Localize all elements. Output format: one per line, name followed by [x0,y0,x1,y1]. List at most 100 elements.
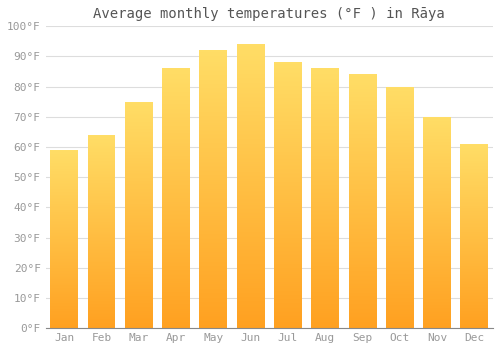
Bar [162,258,190,259]
Bar [162,167,190,168]
Bar [88,272,116,273]
Bar [348,77,376,78]
Bar [162,102,190,104]
Bar [88,251,116,252]
Bar [423,300,451,301]
Bar [88,205,116,206]
Bar [312,77,339,79]
Bar [386,127,414,129]
Bar [423,281,451,283]
Bar [88,317,116,318]
Bar [312,288,339,289]
Bar [50,247,78,248]
Bar [88,170,116,171]
Bar [236,260,264,261]
Bar [88,213,116,214]
Bar [348,211,376,213]
Bar [200,60,228,62]
Bar [125,207,153,208]
Bar [348,244,376,246]
Bar [88,154,116,155]
Bar [386,153,414,154]
Bar [236,188,264,189]
Bar [50,324,78,325]
Bar [460,150,488,152]
Bar [50,206,78,207]
Bar [274,264,302,266]
Bar [125,131,153,132]
Bar [274,272,302,274]
Bar [460,295,488,296]
Bar [236,254,264,256]
Bar [460,213,488,214]
Bar [50,199,78,200]
Bar [312,249,339,250]
Bar [88,159,116,160]
Bar [423,316,451,318]
Bar [274,202,302,203]
Bar [88,278,116,279]
Bar [200,218,228,220]
Bar [125,114,153,116]
Bar [460,232,488,233]
Bar [50,238,78,239]
Bar [312,174,339,175]
Bar [386,254,414,256]
Bar [88,269,116,270]
Bar [50,279,78,280]
Bar [460,205,488,206]
Bar [88,289,116,290]
Bar [125,201,153,203]
Bar [348,238,376,239]
Bar [88,310,116,311]
Bar [348,284,376,285]
Bar [125,225,153,226]
Bar [162,137,190,139]
Bar [312,294,339,296]
Bar [200,246,228,248]
Bar [200,211,228,213]
Bar [312,168,339,170]
Bar [423,258,451,259]
Bar [386,257,414,258]
Bar [88,179,116,180]
Bar [88,231,116,232]
Bar [423,121,451,122]
Bar [236,302,264,304]
Bar [348,250,376,251]
Bar [423,209,451,210]
Bar [386,312,414,314]
Bar [274,181,302,182]
Bar [200,231,228,232]
Bar [200,240,228,242]
Bar [236,60,264,61]
Bar [88,282,116,283]
Bar [460,216,488,217]
Bar [348,307,376,308]
Bar [236,152,264,154]
Bar [236,114,264,116]
Bar [125,162,153,163]
Bar [88,247,116,248]
Bar [348,237,376,238]
Bar [274,212,302,214]
Bar [423,195,451,196]
Bar [200,214,228,216]
Bar [348,322,376,323]
Bar [348,196,376,198]
Bar [50,270,78,271]
Bar [274,289,302,291]
Bar [423,218,451,219]
Bar [460,285,488,286]
Bar [88,192,116,193]
Bar [236,80,264,81]
Bar [348,146,376,147]
Bar [162,75,190,76]
Bar [312,284,339,285]
Bar [236,87,264,89]
Bar [125,299,153,300]
Bar [125,244,153,246]
Bar [312,139,339,140]
Bar [423,277,451,279]
Bar [348,270,376,271]
